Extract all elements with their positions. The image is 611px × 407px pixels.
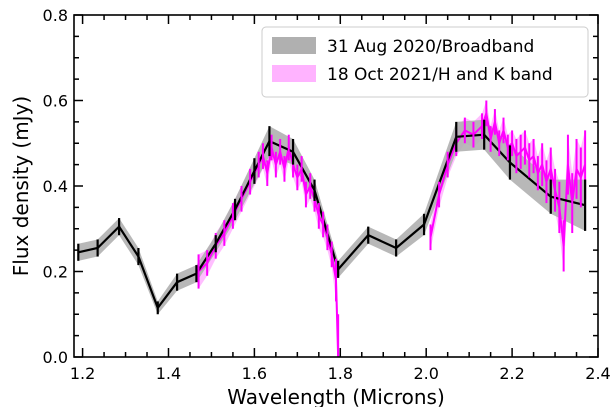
x-tick-label: 2.4 [585, 364, 610, 383]
y-tick-label: 0.0 [43, 348, 68, 367]
x-tick-label: 2.0 [413, 364, 438, 383]
legend-swatch-broadband [272, 37, 316, 54]
x-tick-label: 1.6 [242, 364, 267, 383]
y-axis-label: Flux density (mJy) [9, 96, 33, 276]
axis-tick-labels: 1.2 1.4 1.6 1.8 2.0 2.2 2.4 0.0 0.2 0.4 0.6 0.8 [43, 6, 611, 383]
y-tick-label: 0.8 [43, 6, 68, 25]
legend-label-hk-band: 18 Oct 2021/H and K band [327, 65, 553, 85]
legend-swatch-hk-band [272, 65, 316, 82]
axis-ticks [74, 14, 599, 358]
x-tick-label: 2.2 [499, 364, 524, 383]
x-tick-label: 1.8 [328, 364, 353, 383]
legend-label-broadband: 31 Aug 2020/Broadband [327, 37, 534, 57]
y-tick-label: 0.4 [43, 177, 68, 196]
x-tick-label: 1.2 [70, 364, 95, 383]
y-tick-label: 0.6 [43, 92, 68, 111]
error-bars [77, 100, 587, 357]
broadband-line [78, 133, 586, 309]
x-tick-label: 1.4 [156, 364, 181, 383]
x-axis-label: Wavelength (Microns) [227, 385, 445, 407]
legend-box [261, 26, 589, 98]
hk-band-uncertainty-0 [198, 134, 339, 357]
legend: 31 Aug 2020/Broadband 18 Oct 2021/H and … [261, 26, 589, 98]
y-tick-label: 0.2 [43, 263, 68, 282]
